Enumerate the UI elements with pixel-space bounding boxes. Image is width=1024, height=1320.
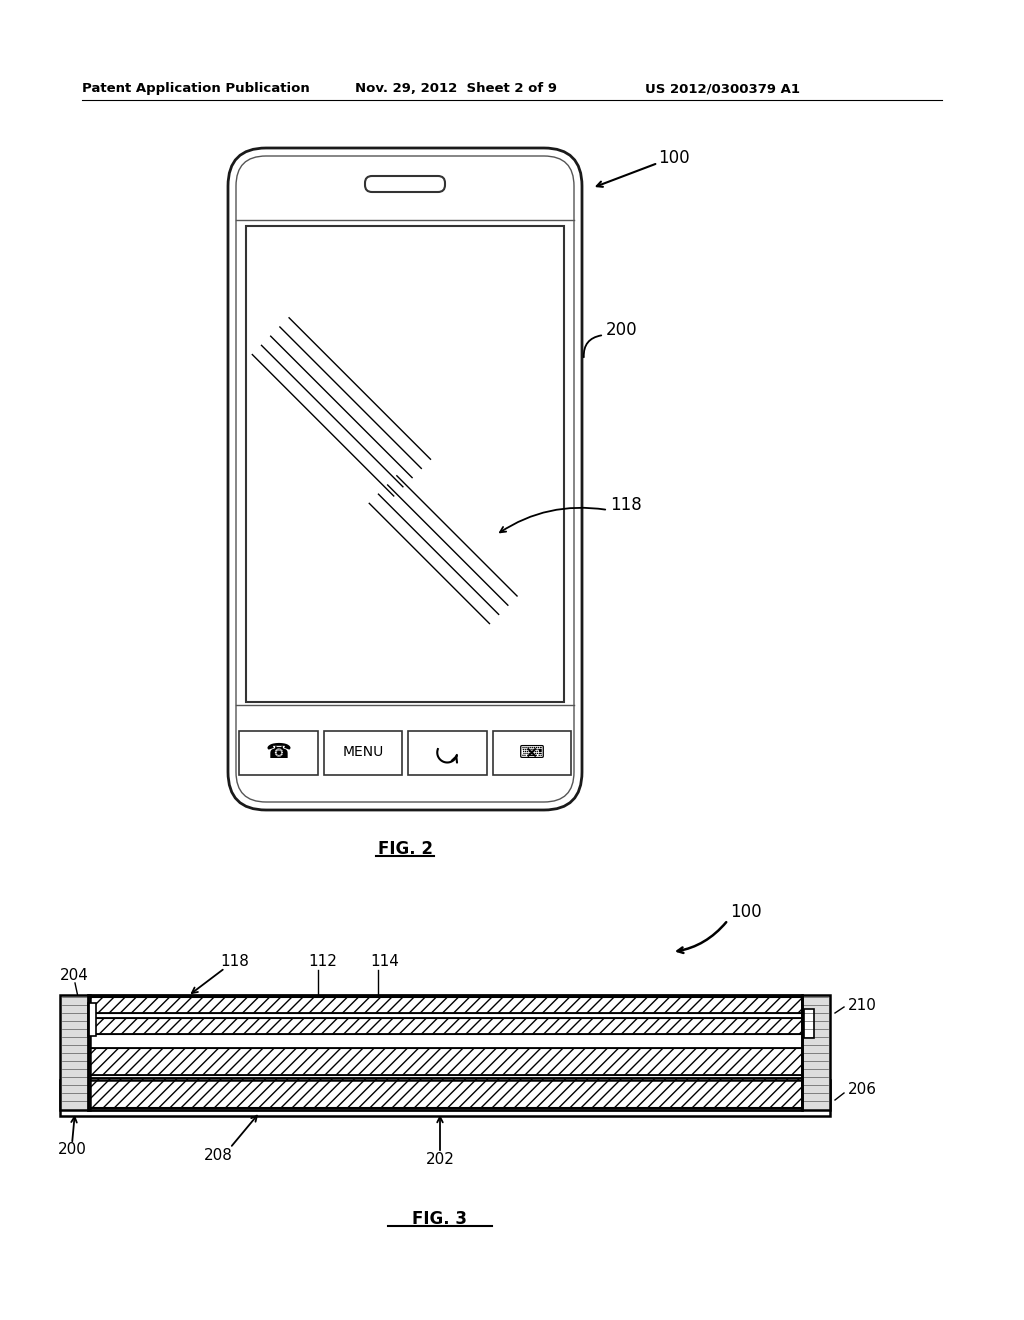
Bar bbox=[804, 1008, 814, 1038]
Text: 204: 204 bbox=[60, 968, 89, 982]
FancyBboxPatch shape bbox=[365, 176, 445, 191]
Text: 200: 200 bbox=[58, 1143, 87, 1158]
Bar bbox=[324, 730, 402, 775]
Text: ☎: ☎ bbox=[265, 742, 291, 763]
Text: 100: 100 bbox=[658, 149, 689, 168]
Bar bbox=[88, 1074, 802, 1078]
Text: Nov. 29, 2012  Sheet 2 of 9: Nov. 29, 2012 Sheet 2 of 9 bbox=[355, 82, 557, 95]
Text: ⌨: ⌨ bbox=[519, 743, 545, 762]
Bar bbox=[88, 995, 802, 1110]
Bar bbox=[802, 995, 830, 1110]
Bar bbox=[88, 1048, 802, 1074]
Bar bbox=[88, 997, 802, 1012]
Text: 202: 202 bbox=[426, 1152, 455, 1167]
Text: FIG. 3: FIG. 3 bbox=[413, 1210, 468, 1228]
Text: MENU: MENU bbox=[342, 746, 383, 759]
Bar bbox=[60, 995, 90, 1110]
Text: 114: 114 bbox=[370, 954, 399, 969]
Bar bbox=[88, 1003, 96, 1036]
Bar bbox=[246, 226, 564, 702]
Text: 200: 200 bbox=[606, 321, 638, 339]
Text: 210: 210 bbox=[848, 998, 877, 1012]
Bar bbox=[493, 730, 571, 775]
Text: US 2012/0300379 A1: US 2012/0300379 A1 bbox=[645, 82, 800, 95]
Text: 118: 118 bbox=[610, 496, 642, 513]
FancyBboxPatch shape bbox=[228, 148, 582, 810]
Bar bbox=[88, 1078, 802, 1107]
Bar bbox=[408, 730, 486, 775]
Bar bbox=[88, 1034, 802, 1048]
Bar bbox=[88, 1012, 802, 1018]
Text: 100: 100 bbox=[730, 903, 762, 921]
Bar bbox=[88, 1018, 802, 1034]
Text: Patent Application Publication: Patent Application Publication bbox=[82, 82, 309, 95]
Bar bbox=[239, 730, 317, 775]
Text: 118: 118 bbox=[220, 954, 249, 969]
Text: 206: 206 bbox=[848, 1082, 877, 1097]
Text: 208: 208 bbox=[204, 1147, 232, 1163]
Bar bbox=[60, 1080, 830, 1115]
Text: FIG. 2: FIG. 2 bbox=[378, 840, 432, 858]
Text: 112: 112 bbox=[308, 954, 337, 969]
